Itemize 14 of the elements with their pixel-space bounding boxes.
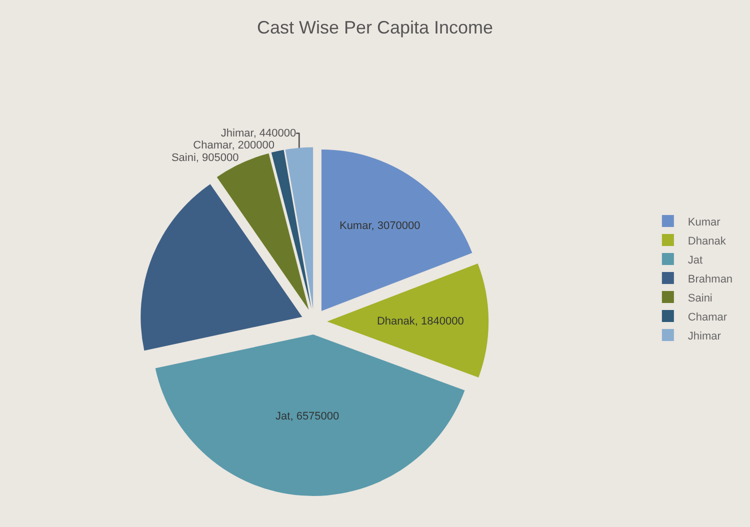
legend-label: Jat [688,254,703,266]
data-label: Chamar, 200000 [193,139,275,152]
data-label: Jat, 6575000 [276,410,340,423]
chart-title: Cast Wise Per Capita Income [256,18,494,38]
legend-label: Jhimar [688,330,722,342]
legend-label: Dhanak [688,235,726,248]
data-label: Jhimar, 440000 [220,127,296,140]
legend-label: Brahman [688,273,733,286]
data-label: Dhanak, 1840000 [376,316,464,328]
data-label: Saini, 905000 [171,152,239,164]
data-label: Kumar, 3070000 [339,220,420,232]
legend-label: Kumar [688,216,721,228]
legend-label: Chamar [688,311,728,324]
legend-label: Saini [688,292,712,304]
